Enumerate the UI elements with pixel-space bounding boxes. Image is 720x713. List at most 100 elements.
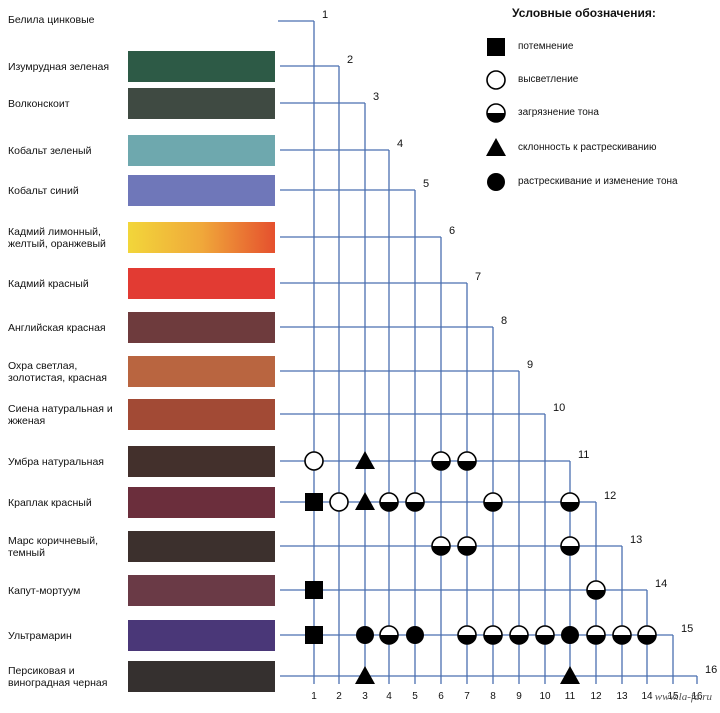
column-number-5: 5 [412, 691, 418, 702]
pigment-label-9: Охра светлая, золотистая, красная [8, 360, 107, 384]
diagonal-number-6: 6 [449, 225, 455, 237]
pigment-label-8: Английская красная [8, 322, 106, 334]
column-number-10: 10 [539, 691, 551, 702]
column-number-4: 4 [386, 691, 392, 702]
circle-open-mark [486, 70, 506, 90]
triangle-mark [355, 666, 375, 684]
legend-title: Условные обозначения: [512, 6, 656, 20]
circle-half-mark [457, 536, 477, 556]
pigment-swatch-6 [128, 222, 275, 253]
grid-line-12 [280, 501, 597, 684]
circle-half-mark [535, 625, 555, 645]
circle-half-mark [483, 625, 503, 645]
square-mark [487, 38, 505, 56]
legend-label-4: склонность к растрескиванию [518, 142, 657, 153]
pigment-swatch-16 [128, 661, 275, 692]
diagonal-number-11: 11 [578, 449, 589, 461]
column-number-7: 7 [464, 691, 470, 702]
triangle-mark [560, 666, 580, 684]
column-number-16: 16 [691, 691, 703, 702]
pigment-swatch-14 [128, 575, 275, 606]
diagonal-number-7: 7 [475, 271, 481, 283]
square-mark [305, 581, 323, 599]
pigment-swatch-3 [128, 88, 275, 119]
grid-line-1 [278, 20, 315, 684]
diagonal-number-13: 13 [630, 534, 642, 546]
pigment-label-12: Краплак красный [8, 497, 92, 509]
column-number-3: 3 [362, 691, 368, 702]
legend-circle-filled-icon [487, 173, 505, 191]
circle-half-mark [486, 103, 506, 123]
circle-half-mark [483, 492, 503, 512]
pigment-swatch-9 [128, 356, 275, 387]
column-number-15: 15 [667, 691, 679, 702]
pigment-label-7: Кадмий красный [8, 278, 89, 290]
pigment-swatch-11 [128, 446, 275, 477]
triangle-mark [355, 451, 375, 469]
grid-line-16 [280, 675, 698, 684]
pigment-label-3: Волконскоит [8, 98, 70, 110]
column-number-9: 9 [516, 691, 522, 702]
pigment-label-1: Белила цинковые [8, 14, 95, 26]
circle-filled-mark [561, 626, 579, 644]
column-number-8: 8 [490, 691, 496, 702]
circle-filled-mark [356, 626, 374, 644]
column-number-13: 13 [616, 691, 628, 702]
circle-filled-mark [487, 173, 505, 191]
diagonal-number-15: 15 [681, 623, 693, 635]
pigment-label-6: Кадмий лимонный, желтый, оранжевый [8, 226, 106, 250]
circle-half-mark [586, 580, 606, 600]
grid-line-3 [280, 102, 366, 684]
legend-square-icon [487, 38, 505, 56]
triangle-mark [486, 138, 506, 156]
circle-half-mark [379, 625, 399, 645]
circle-half-mark [431, 536, 451, 556]
diagonal-number-16: 16 [705, 664, 717, 676]
pigment-swatch-4 [128, 135, 275, 166]
grid-line-11 [280, 460, 571, 684]
circle-half-mark [379, 492, 399, 512]
circle-half-mark [509, 625, 529, 645]
legend-triangle-icon [486, 138, 506, 156]
compatibility-marks [304, 451, 657, 684]
circle-half-mark [637, 625, 657, 645]
triangle-mark [355, 492, 375, 510]
pigment-label-16: Персиковая и виноградная черная [8, 665, 108, 689]
circle-open-mark [304, 451, 324, 471]
diagonal-number-12: 12 [604, 490, 616, 502]
pigment-swatch-13 [128, 531, 275, 562]
grid-line-13 [280, 545, 623, 684]
grid-line-4 [280, 149, 390, 684]
pigment-label-15: Ультрамарин [8, 630, 72, 642]
circle-open-mark [329, 492, 349, 512]
diagonal-number-5: 5 [423, 178, 429, 190]
diagonal-number-2: 2 [347, 54, 353, 66]
column-number-12: 12 [590, 691, 602, 702]
column-number-2: 2 [336, 691, 342, 702]
pigment-swatch-12 [128, 487, 275, 518]
pigment-label-10: Сиена натуральная и жженая [8, 403, 113, 427]
column-number-14: 14 [641, 691, 653, 702]
column-number-1: 1 [311, 691, 317, 702]
square-mark [305, 626, 323, 644]
pigment-swatch-15 [128, 620, 275, 651]
grid-line-2 [280, 65, 340, 684]
circle-half-mark [560, 492, 580, 512]
diagonal-number-9: 9 [527, 359, 533, 371]
pigment-label-2: Изумрудная зеленая [8, 61, 110, 73]
legend-circle-half-icon [486, 103, 506, 123]
legend-label-2: высветление [518, 74, 579, 85]
pigment-swatch-8 [128, 312, 275, 343]
diagonal-number-3: 3 [373, 91, 379, 103]
pigment-label-4: Кобальт зеленый [8, 145, 92, 157]
grid-line-7 [280, 282, 468, 684]
legend-label-1: потемнение [518, 41, 574, 52]
pigment-label-5: Кобальт синий [8, 185, 79, 197]
pigment-swatch-2 [128, 51, 275, 82]
diagonal-number-1: 1 [322, 9, 328, 21]
diagonal-number-4: 4 [397, 138, 403, 150]
circle-half-mark [431, 451, 451, 471]
pigment-swatch-7 [128, 268, 275, 299]
